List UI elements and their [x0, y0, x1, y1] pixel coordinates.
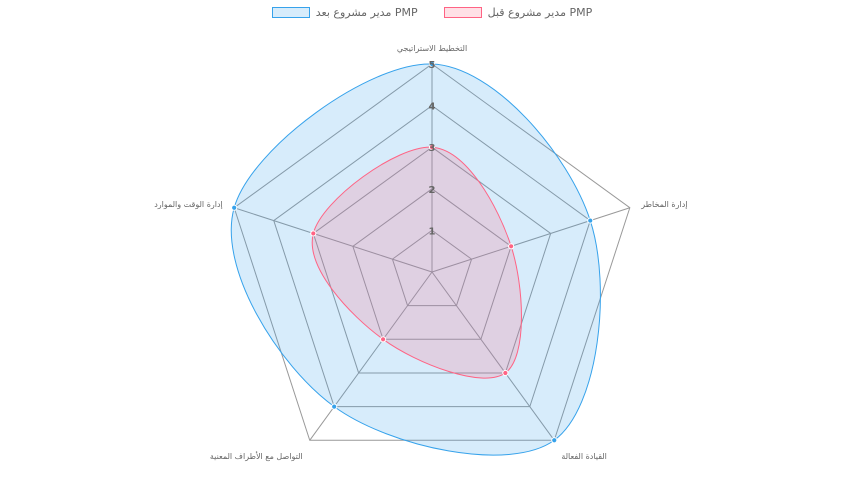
data-point-s1-4 — [231, 204, 238, 211]
data-point-s0-0 — [428, 144, 436, 151]
legend-label-before: مدير مشروع قبل PMP — [487, 6, 593, 19]
grid-ring-1 — [391, 229, 473, 307]
data-point-s0-2 — [502, 369, 509, 377]
axis-label-4: إدارة الوقت والموارد — [154, 200, 223, 210]
axis-line-2 — [431, 271, 555, 441]
grid-ring-2 — [352, 188, 512, 340]
data-point-s0-4 — [310, 230, 317, 237]
tick-label-3: 3 — [429, 143, 436, 154]
legend: مدير مشروع بعد PMP مدير مشروع قبل PMP — [0, 6, 864, 19]
axis-label-0: التخطيط الاستراتيجي — [397, 44, 467, 53]
legend-swatch-before — [443, 7, 482, 18]
axis-line-1 — [431, 207, 630, 273]
tick-label-1: 1 — [429, 226, 436, 237]
grid-ring-5 — [233, 63, 631, 441]
axis-line-3 — [309, 271, 433, 441]
legend-item-before[interactable]: مدير مشروع قبل PMP — [443, 6, 593, 19]
grid-ring-3 — [312, 146, 552, 374]
tick-label-4: 4 — [429, 102, 436, 113]
data-point-s1-2 — [551, 437, 558, 444]
series-area-0 — [311, 146, 522, 379]
series-area-1 — [230, 63, 601, 456]
tick-label-5: 5 — [429, 60, 436, 71]
legend-swatch-after — [271, 7, 310, 18]
data-point-s1-0 — [428, 60, 436, 68]
axis-label-1: إدارة المخاطر — [640, 200, 687, 210]
data-point-s1-3 — [331, 403, 338, 410]
grid-ring-4 — [273, 104, 591, 408]
axis-line-4 — [234, 207, 433, 273]
data-point-s0-1 — [508, 243, 515, 250]
data-point-s0-3 — [379, 336, 387, 343]
legend-item-after[interactable]: مدير مشروع بعد PMP — [271, 6, 418, 19]
axis-label-3: التواصل مع الأطراف المعنية — [210, 451, 303, 461]
data-point-s1-1 — [587, 217, 594, 224]
axis-label-2: القيادة الفعالة — [561, 452, 607, 461]
tick-label-2: 2 — [429, 185, 436, 196]
legend-label-after: مدير مشروع بعد PMP — [315, 6, 418, 19]
